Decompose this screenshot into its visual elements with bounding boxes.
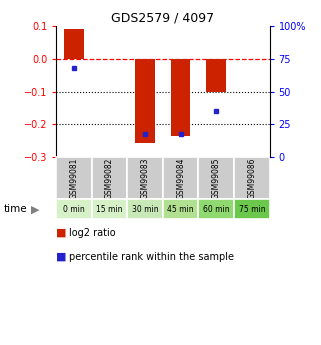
Text: GSM99081: GSM99081 xyxy=(69,158,78,199)
Bar xyxy=(135,59,155,142)
Text: GSM99083: GSM99083 xyxy=(141,158,150,199)
FancyBboxPatch shape xyxy=(127,199,163,219)
FancyBboxPatch shape xyxy=(234,157,270,199)
Text: GSM99085: GSM99085 xyxy=(212,158,221,199)
FancyBboxPatch shape xyxy=(56,199,92,219)
Text: GSM99084: GSM99084 xyxy=(176,158,185,199)
Text: 45 min: 45 min xyxy=(167,205,194,214)
Text: 60 min: 60 min xyxy=(203,205,230,214)
FancyBboxPatch shape xyxy=(92,157,127,199)
Bar xyxy=(171,59,190,136)
Text: 0 min: 0 min xyxy=(63,205,85,214)
Title: GDS2579 / 4097: GDS2579 / 4097 xyxy=(111,12,214,25)
FancyBboxPatch shape xyxy=(198,199,234,219)
Text: time: time xyxy=(3,204,27,214)
Text: 15 min: 15 min xyxy=(96,205,123,214)
Text: ■: ■ xyxy=(56,252,67,262)
FancyBboxPatch shape xyxy=(163,199,198,219)
FancyBboxPatch shape xyxy=(198,157,234,199)
Text: ■: ■ xyxy=(56,228,67,238)
Text: GSM99082: GSM99082 xyxy=(105,158,114,199)
Text: percentile rank within the sample: percentile rank within the sample xyxy=(69,252,234,262)
FancyBboxPatch shape xyxy=(163,157,198,199)
Bar xyxy=(206,59,226,91)
FancyBboxPatch shape xyxy=(127,157,163,199)
Bar xyxy=(64,29,84,59)
Text: GSM99086: GSM99086 xyxy=(247,158,256,199)
Text: log2 ratio: log2 ratio xyxy=(69,228,116,238)
Text: 75 min: 75 min xyxy=(239,205,265,214)
FancyBboxPatch shape xyxy=(56,157,92,199)
Text: ▶: ▶ xyxy=(30,204,39,214)
FancyBboxPatch shape xyxy=(92,199,127,219)
FancyBboxPatch shape xyxy=(234,199,270,219)
Text: 30 min: 30 min xyxy=(132,205,159,214)
